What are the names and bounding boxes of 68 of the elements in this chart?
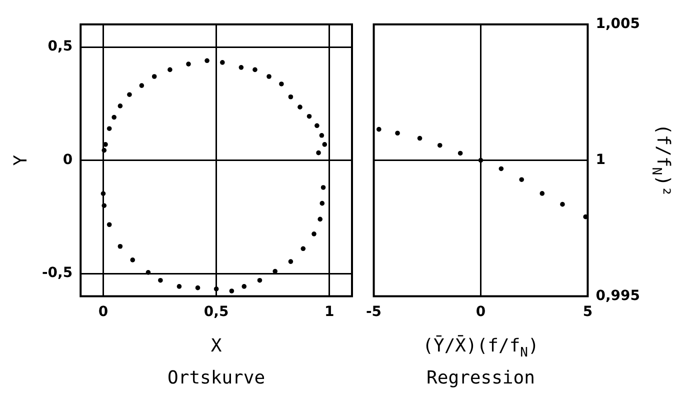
point — [176, 284, 182, 289]
point — [458, 150, 463, 156]
x-tick-label: 0 — [98, 304, 108, 320]
x-tick-label: 5 — [582, 304, 593, 320]
point — [220, 60, 225, 65]
point — [519, 177, 524, 182]
text: Regression — [426, 368, 535, 389]
point — [540, 191, 545, 196]
y-tick-label: 1,005 — [596, 16, 640, 32]
point — [195, 285, 200, 290]
x-tick-label: 1 — [324, 304, 334, 320]
point — [288, 259, 294, 264]
point — [158, 278, 163, 283]
x-axis-title: X — [210, 336, 222, 357]
point — [100, 191, 106, 196]
point — [498, 166, 504, 172]
point — [298, 104, 302, 110]
y-tick-label: 0 — [62, 152, 73, 168]
point — [288, 94, 294, 100]
point — [152, 74, 157, 79]
y-axis-title: Y — [10, 154, 32, 166]
point — [437, 142, 442, 148]
x-tick-label: 0,5 — [204, 304, 229, 320]
point — [102, 148, 107, 153]
point — [130, 258, 136, 262]
point — [300, 246, 306, 252]
point — [214, 286, 219, 292]
x-tick-label: -5 — [366, 304, 382, 320]
x-tick-label: 0 — [476, 304, 486, 320]
point — [320, 185, 326, 190]
point — [146, 270, 151, 275]
point — [320, 200, 325, 206]
point — [106, 222, 112, 228]
point — [314, 123, 320, 128]
point — [229, 288, 234, 294]
point — [139, 83, 144, 88]
point — [242, 284, 247, 289]
point — [395, 130, 400, 136]
point — [102, 203, 107, 208]
y-tick-label: 0,5 — [48, 38, 73, 55]
point — [417, 136, 422, 141]
point — [266, 74, 272, 79]
y-tick-label: 1 — [596, 152, 606, 168]
text: Ortskurve — [168, 368, 266, 389]
point — [204, 58, 210, 64]
point — [238, 65, 244, 70]
point — [312, 232, 316, 236]
point — [186, 62, 191, 66]
point — [127, 92, 132, 98]
point — [106, 126, 112, 131]
point — [318, 216, 323, 222]
y-axis-title: (f/fN)² — [648, 124, 674, 197]
point — [560, 202, 565, 207]
point — [112, 114, 116, 120]
point — [319, 132, 324, 138]
point — [257, 278, 262, 283]
point — [118, 104, 123, 108]
point — [316, 150, 321, 156]
point — [279, 82, 284, 86]
point — [118, 244, 123, 249]
point — [478, 158, 484, 163]
y-tick-label: -0,5 — [42, 265, 73, 282]
point — [306, 114, 312, 119]
point — [252, 67, 258, 72]
y-tick-label: 0,995 — [596, 288, 640, 304]
point — [322, 142, 328, 147]
point — [168, 67, 172, 72]
point — [376, 126, 382, 132]
